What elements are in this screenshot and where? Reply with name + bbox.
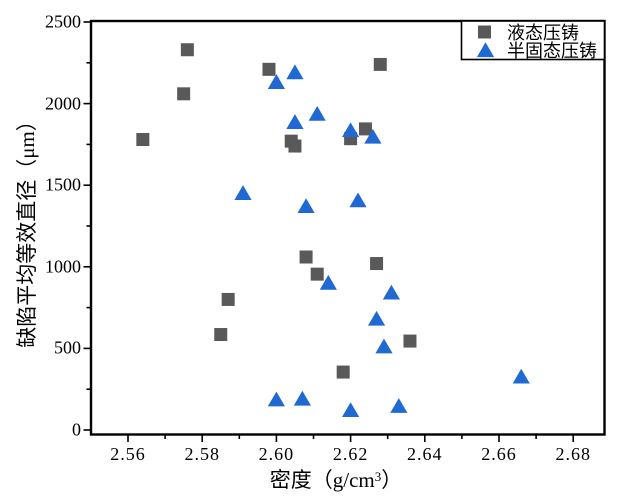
data-point-liquid-die-casting [214, 328, 228, 342]
plot-frame [89, 19, 606, 436]
data-point-semisolid-die-casting [319, 274, 337, 290]
data-point-semisolid-die-casting [512, 368, 530, 384]
data-point-semisolid-die-casting [286, 64, 304, 80]
data-point-liquid-die-casting [180, 43, 194, 57]
data-point-liquid-die-casting [221, 292, 235, 306]
data-point-liquid-die-casting [310, 267, 324, 281]
data-point-liquid-die-casting [373, 57, 387, 71]
data-point-semisolid-die-casting [267, 391, 285, 407]
data-point-semisolid-die-casting [293, 390, 311, 406]
data-point-liquid-die-casting [136, 133, 150, 147]
data-point-semisolid-die-casting [297, 198, 315, 214]
data-point-liquid-die-casting [177, 87, 191, 101]
data-point-semisolid-die-casting [234, 185, 252, 200]
data-point-semisolid-die-casting [286, 114, 304, 129]
legend-marker-liquid-die-casting [478, 25, 491, 39]
data-point-semisolid-die-casting [349, 192, 367, 208]
data-point-semisolid-die-casting [382, 284, 401, 300]
data-point-semisolid-die-casting [267, 74, 285, 89]
data-point-liquid-die-casting [403, 334, 417, 348]
data-point-liquid-die-casting [288, 139, 302, 153]
data-point-semisolid-die-casting [342, 122, 360, 138]
data-point-semisolid-die-casting [342, 402, 360, 418]
data-point-liquid-die-casting [336, 365, 350, 379]
data-point-liquid-die-casting [370, 257, 384, 271]
data-point-semisolid-die-casting [375, 338, 393, 354]
data-point-semisolid-die-casting [390, 398, 408, 413]
data-point-liquid-die-casting [262, 62, 276, 76]
data-point-liquid-die-casting [358, 122, 372, 136]
legend-marker-semisolid-die-casting [476, 42, 495, 58]
data-point-semisolid-die-casting [308, 106, 326, 121]
data-point-liquid-die-casting [299, 250, 313, 264]
data-point-semisolid-die-casting [367, 310, 386, 326]
data-point-semisolid-die-casting [364, 128, 382, 144]
